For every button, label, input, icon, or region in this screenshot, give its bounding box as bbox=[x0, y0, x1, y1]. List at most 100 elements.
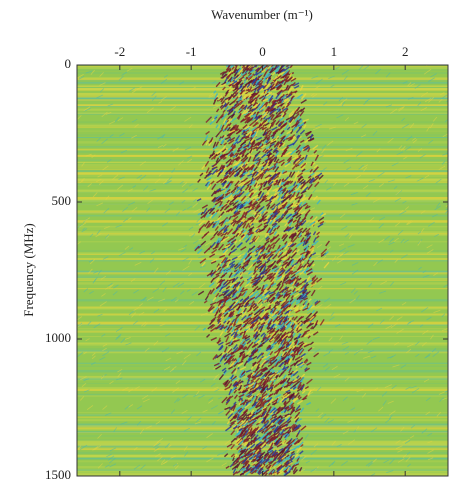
texture-blob bbox=[233, 319, 237, 326]
texture-blob bbox=[288, 117, 293, 123]
texture-blob bbox=[247, 94, 253, 99]
texture-blob bbox=[214, 225, 219, 232]
texture-speck bbox=[101, 333, 106, 337]
texture-blob bbox=[268, 242, 276, 248]
texture-blob bbox=[276, 256, 283, 264]
texture-blob bbox=[274, 65, 281, 73]
texture-blob bbox=[219, 326, 225, 331]
texture-blob bbox=[280, 300, 288, 307]
texture-blob bbox=[245, 325, 251, 330]
texture-speck bbox=[321, 255, 327, 261]
texture-speck bbox=[409, 123, 415, 129]
texture-speck bbox=[395, 190, 402, 196]
texture-speck bbox=[276, 264, 283, 269]
texture-blob bbox=[215, 152, 221, 157]
texture-blob bbox=[262, 186, 270, 191]
texture-blob bbox=[223, 172, 229, 177]
texture-blob bbox=[297, 205, 303, 212]
texture-blob bbox=[317, 223, 324, 228]
texture-blob bbox=[246, 444, 252, 449]
texture-speck bbox=[171, 296, 177, 302]
texture-blob bbox=[297, 227, 304, 233]
texture-blob bbox=[251, 387, 258, 393]
texture-blob bbox=[266, 204, 271, 210]
texture-speck bbox=[213, 365, 219, 370]
texture-blob bbox=[254, 331, 258, 338]
texture-blob bbox=[217, 196, 225, 201]
texture-blob bbox=[222, 147, 228, 154]
texture-speck bbox=[97, 433, 102, 439]
texture-stripe bbox=[77, 423, 448, 425]
texture-blob bbox=[264, 451, 270, 457]
texture-blob bbox=[282, 69, 290, 77]
texture-blob bbox=[240, 104, 245, 109]
texture-blob bbox=[220, 139, 224, 145]
texture-blob bbox=[264, 157, 272, 163]
texture-blob bbox=[227, 76, 233, 82]
texture-blob bbox=[291, 81, 296, 87]
texture-blob bbox=[255, 451, 261, 459]
texture-blob bbox=[280, 94, 287, 100]
texture-blob bbox=[211, 168, 218, 176]
texture-blob bbox=[231, 377, 238, 382]
texture-blob bbox=[271, 469, 275, 474]
texture-blob bbox=[306, 271, 313, 276]
texture-blob bbox=[254, 315, 260, 322]
texture-blob bbox=[286, 393, 293, 399]
texture-speck bbox=[323, 352, 331, 357]
texture-blob bbox=[270, 83, 275, 89]
texture-speck bbox=[88, 259, 94, 263]
texture-blob bbox=[258, 185, 263, 191]
texture-blob bbox=[264, 312, 269, 318]
texture-blob bbox=[269, 165, 275, 169]
texture-blob bbox=[301, 168, 306, 173]
texture-blob bbox=[240, 195, 247, 202]
texture-blob bbox=[248, 108, 255, 113]
texture-blob bbox=[256, 262, 263, 269]
texture-speck bbox=[85, 70, 93, 74]
texture-speck bbox=[338, 243, 345, 247]
texture-speck bbox=[438, 391, 446, 395]
texture-speck bbox=[382, 400, 387, 406]
texture-speck bbox=[198, 282, 206, 289]
texture-speck bbox=[407, 463, 411, 467]
texture-blob bbox=[281, 328, 286, 333]
texture-blob bbox=[289, 116, 295, 123]
texture-speck bbox=[363, 100, 369, 106]
texture-blob bbox=[224, 96, 231, 101]
texture-blob bbox=[262, 129, 268, 136]
texture-blob bbox=[289, 290, 297, 296]
texture-stripe bbox=[77, 124, 448, 127]
texture-stripe bbox=[77, 283, 448, 285]
texture-blob bbox=[251, 401, 257, 407]
texture-speck bbox=[328, 75, 335, 80]
texture-speck bbox=[108, 284, 114, 289]
texture-blob bbox=[211, 223, 216, 229]
texture-blob bbox=[264, 420, 270, 428]
texture-blob bbox=[292, 469, 298, 475]
texture-blob bbox=[221, 73, 228, 79]
texture-speck bbox=[347, 439, 355, 445]
texture-blob bbox=[234, 239, 238, 244]
texture-speck bbox=[211, 420, 216, 425]
texture-speck bbox=[206, 433, 213, 439]
texture-speck bbox=[385, 104, 393, 108]
texture-blob bbox=[238, 286, 243, 291]
texture-speck bbox=[367, 323, 374, 328]
texture-blob bbox=[224, 123, 230, 131]
texture-blob bbox=[295, 108, 303, 115]
texture-blob bbox=[282, 303, 289, 309]
texture-blob bbox=[282, 201, 288, 207]
texture-blob bbox=[286, 126, 291, 131]
texture-speck bbox=[426, 244, 433, 249]
texture-blob bbox=[239, 380, 244, 385]
texture-blob bbox=[241, 72, 246, 77]
texture-blob bbox=[259, 451, 266, 458]
texture-blob bbox=[283, 79, 288, 86]
texture-blob bbox=[285, 85, 289, 91]
texture-speck bbox=[139, 428, 145, 435]
texture-speck bbox=[339, 247, 346, 253]
texture-blob bbox=[286, 357, 290, 363]
texture-blob bbox=[277, 467, 281, 471]
texture-blob bbox=[271, 173, 277, 179]
